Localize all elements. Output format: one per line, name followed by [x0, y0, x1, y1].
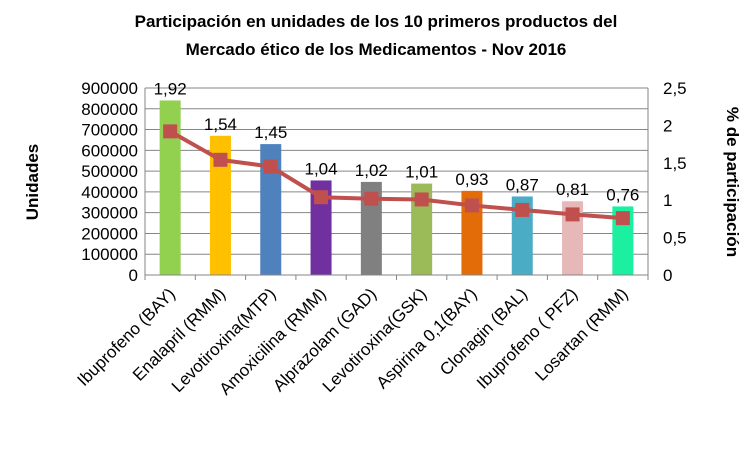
y2-tick-labels: 0 0,5 1 1,5 2 2,5 — [663, 79, 687, 285]
bar — [209, 135, 231, 275]
data-label: 1,54 — [204, 115, 237, 134]
bar — [260, 144, 282, 275]
line-point — [414, 192, 429, 207]
y-tick-label: 300000 — [81, 204, 138, 223]
y2-tick-label: 2,5 — [663, 79, 687, 98]
y-axis-title: Unidades — [23, 144, 42, 221]
line-point — [213, 152, 228, 167]
y2-tick-label: 0,5 — [663, 229, 687, 248]
data-label: 0,93 — [455, 170, 488, 189]
data-label: 1,04 — [305, 159, 338, 178]
y-tick-label: 0 — [129, 266, 138, 285]
data-label: 1,45 — [254, 123, 287, 142]
y-tick-label: 100000 — [81, 245, 138, 264]
chart-title-line-2: Mercado ético de los Medicamentos - Nov … — [186, 40, 567, 59]
data-label: 1,02 — [355, 161, 388, 180]
y-tick-label: 700000 — [81, 121, 138, 140]
y-tick-label: 800000 — [81, 100, 138, 119]
y2-tick-label: 2 — [663, 116, 672, 135]
data-labels: 1,92 1,54 1,45 1,04 1,02 1,01 0,93 0,87 0,81 0,76 — [154, 79, 640, 204]
y-tick-label: 600000 — [81, 141, 138, 160]
category-label: Clonagin (BAL) — [436, 284, 531, 379]
data-label: 0,81 — [556, 180, 589, 199]
line-point — [364, 191, 379, 206]
y2-tick-label: 1 — [663, 191, 672, 210]
line-point — [464, 198, 479, 213]
y-tick-label: 200000 — [81, 224, 138, 243]
line-point — [163, 124, 178, 139]
line-point — [314, 190, 329, 205]
y-tick-label: 500000 — [81, 162, 138, 181]
category-label: Losartan (RMM) — [531, 284, 631, 384]
data-label: 1,01 — [405, 163, 438, 182]
y2-tick-label: 0 — [663, 266, 672, 285]
series-line — [169, 129, 623, 221]
y2-tick-label: 1,5 — [663, 154, 687, 173]
y-tick-label: 900000 — [81, 79, 138, 98]
participation-line — [163, 124, 630, 226]
data-label: 0,87 — [506, 175, 539, 194]
line-point — [263, 159, 278, 174]
category-labels: Ibuprofeno (BAY)Enalapril (RMM)Levotirox… — [74, 284, 632, 398]
bar — [159, 100, 181, 275]
line-point — [565, 207, 580, 222]
line-point — [615, 211, 630, 226]
line-point — [515, 202, 530, 217]
chart-title-line-1: Participación en unidades de los 10 prim… — [135, 12, 618, 31]
axes — [144, 88, 649, 280]
data-label: 1,92 — [154, 79, 187, 98]
y2-axis-title: % de participación — [723, 107, 742, 257]
data-label: 0,76 — [606, 185, 639, 204]
y-tick-label: 400000 — [81, 183, 138, 202]
category-label: Enalapril (RMM) — [129, 284, 229, 384]
